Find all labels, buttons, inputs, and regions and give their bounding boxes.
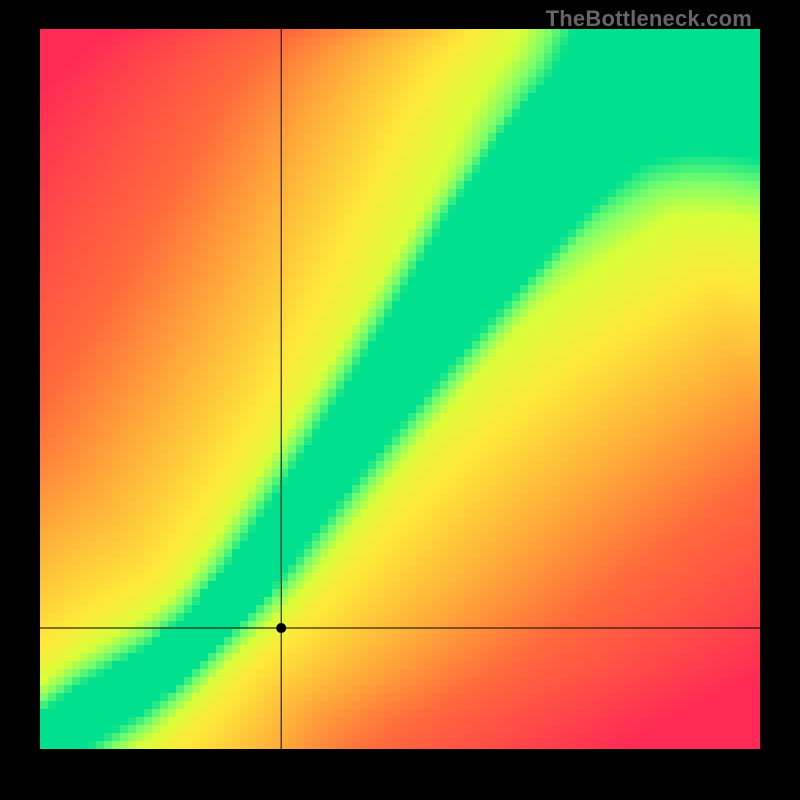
bottleneck-heatmap <box>40 29 760 749</box>
watermark-text: TheBottleneck.com <box>546 6 752 32</box>
chart-container: TheBottleneck.com <box>0 0 800 800</box>
